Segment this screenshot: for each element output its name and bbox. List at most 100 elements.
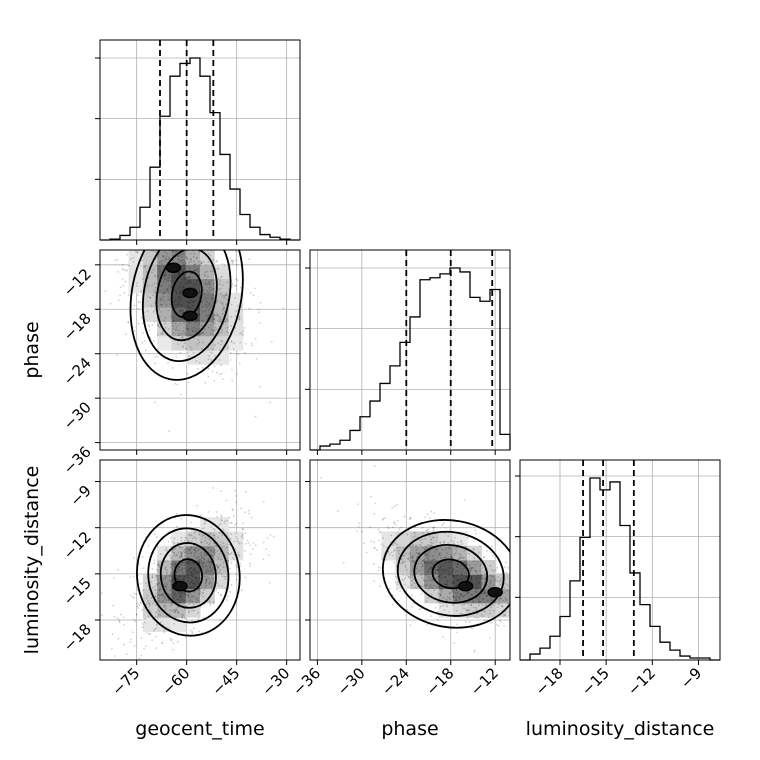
- joint-geocent-time-vs-luminosity-distance-sample-point: [180, 552, 183, 555]
- joint-geocent-time-vs-luminosity-distance-sample-point: [205, 578, 208, 581]
- joint-geocent-time-vs-luminosity-distance-sample-point: [190, 566, 193, 569]
- joint-phase-vs-luminosity-distance-sample-point: [396, 543, 399, 546]
- joint-geocent-time-vs-luminosity-distance-sample-point: [240, 542, 243, 545]
- joint-geocent-time-vs-luminosity-distance-sample-point: [198, 562, 200, 564]
- joint-phase-vs-luminosity-distance-sample-point: [478, 582, 481, 585]
- joint-geocent-time-vs-phase-sample-point: [195, 328, 198, 331]
- joint-geocent-time-vs-phase-sample-point: [208, 304, 211, 306]
- joint-geocent-time-vs-phase-sample-point: [136, 282, 139, 284]
- joint-geocent-time-vs-luminosity-distance-sample-point: [181, 561, 184, 564]
- joint-geocent-time-vs-luminosity-distance-sample-point: [188, 600, 191, 602]
- joint-geocent-time-vs-luminosity-distance-sample-point: [200, 594, 203, 597]
- joint-phase-vs-luminosity-distance-sample-point: [465, 575, 468, 578]
- joint-geocent-time-vs-luminosity-distance-sample-point: [193, 590, 196, 593]
- joint-geocent-time-vs-luminosity-distance-sample-point: [169, 571, 172, 574]
- joint-phase-vs-luminosity-distance-sample-point: [467, 591, 470, 594]
- joint-geocent-time-vs-phase-sample-point: [197, 270, 200, 273]
- joint-geocent-time-vs-luminosity-distance-sample-point: [186, 588, 189, 591]
- joint-geocent-time-vs-phase-sample-point: [258, 322, 261, 324]
- joint-geocent-time-vs-phase-sample-point: [144, 266, 146, 269]
- joint-phase-vs-luminosity-distance-sample-point: [461, 573, 464, 576]
- joint-phase-vs-luminosity-distance-sample-point: [463, 602, 466, 605]
- joint-phase-vs-luminosity-distance-sample-point: [478, 598, 480, 601]
- joint-geocent-time-vs-phase-sample-point: [162, 254, 164, 257]
- joint-geocent-time-vs-phase-sample-point: [127, 294, 130, 297]
- joint-phase-vs-luminosity-distance-sample-point: [446, 580, 449, 583]
- joint-geocent-time-vs-phase-sample-point: [213, 288, 216, 291]
- joint-geocent-time-vs-phase-sample-point: [148, 325, 151, 328]
- joint-geocent-time-vs-luminosity-distance-sample-point: [169, 637, 172, 640]
- joint-geocent-time-vs-phase-density-cell: [171, 292, 187, 308]
- joint-phase-vs-luminosity-distance-mode-1: [487, 587, 503, 598]
- joint-phase-vs-luminosity-distance-sample-point: [479, 545, 482, 548]
- joint-geocent-time-vs-phase-sample-point: [168, 257, 171, 260]
- joint-geocent-time-vs-phase-sample-point: [171, 325, 174, 328]
- joint-geocent-time-vs-phase-sample-point: [180, 309, 183, 312]
- joint-geocent-time-vs-luminosity-distance-density-cell: [200, 588, 215, 604]
- joint-geocent-time-vs-phase-sample-point: [159, 299, 162, 302]
- joint-phase-vs-luminosity-distance-contour-level-3: [413, 544, 489, 604]
- joint-phase-vs-luminosity-distance-sample-point: [457, 596, 460, 599]
- joint-phase-vs-luminosity-distance-sample-point: [411, 594, 413, 597]
- joint-geocent-time-vs-luminosity-distance-sample-point: [190, 551, 193, 554]
- joint-geocent-time-vs-luminosity-distance-sample-point: [205, 553, 207, 556]
- joint-geocent-time-vs-luminosity-distance-sample-point: [187, 593, 190, 596]
- joint-phase-vs-luminosity-distance-sample-point: [480, 613, 483, 616]
- joint-phase-vs-luminosity-distance-sample-point: [382, 544, 385, 547]
- joint-geocent-time-vs-luminosity-distance-sample-point: [219, 618, 222, 621]
- joint-geocent-time-vs-luminosity-distance-sample-point: [188, 533, 190, 536]
- joint-geocent-time-vs-luminosity-distance-sample-point: [154, 604, 157, 606]
- joint-phase-vs-luminosity-distance-sample-point: [436, 548, 439, 551]
- joint-geocent-time-vs-luminosity-distance-sample-point: [148, 605, 151, 608]
- joint-geocent-time-vs-phase-sample-point: [202, 288, 205, 291]
- joint-geocent-time-vs-luminosity-distance-sample-point: [192, 581, 195, 584]
- joint-phase-vs-luminosity-distance-sample-point: [372, 563, 375, 566]
- joint-geocent-time-vs-luminosity-distance-sample-point: [200, 564, 203, 566]
- joint-geocent-time-vs-luminosity-distance-sample-point: [208, 538, 211, 540]
- joint-phase-vs-luminosity-distance-sample-point: [454, 592, 457, 594]
- joint-phase-vs-luminosity-distance-sample-point: [420, 565, 423, 568]
- joint-geocent-time-vs-luminosity-distance-sample-point: [172, 578, 175, 580]
- joint-geocent-time-vs-phase-sample-point: [234, 250, 237, 253]
- joint-geocent-time-vs-luminosity-distance-sample-point: [213, 548, 216, 551]
- joint-geocent-time-vs-phase-ytick-label: −18: [60, 309, 95, 344]
- joint-phase-vs-luminosity-distance-sample-point: [415, 544, 417, 547]
- joint-phase-vs-luminosity-distance-sample-point: [421, 576, 424, 579]
- joint-geocent-time-vs-luminosity-distance-sample-point: [214, 529, 216, 531]
- joint-geocent-time-vs-luminosity-distance-sample-point: [205, 570, 208, 573]
- joint-geocent-time-vs-luminosity-distance-sample-point: [213, 552, 216, 555]
- joint-geocent-time-vs-luminosity-distance-sample-point: [208, 577, 210, 580]
- joint-geocent-time-vs-luminosity-distance-sample-point: [180, 552, 183, 555]
- joint-geocent-time-vs-luminosity-distance-sample-point: [169, 573, 172, 576]
- joint-phase-vs-luminosity-distance-sample-point: [387, 527, 390, 530]
- joint-geocent-time-vs-phase-sample-point: [173, 276, 176, 278]
- joint-geocent-time-vs-luminosity-distance-sample-point: [122, 616, 125, 619]
- joint-geocent-time-vs-phase-sample-point: [259, 301, 262, 304]
- joint-geocent-time-vs-phase-sample-point: [167, 279, 170, 282]
- joint-geocent-time-vs-phase-sample-point: [235, 264, 238, 266]
- joint-phase-vs-luminosity-distance-sample-point: [449, 562, 451, 565]
- joint-phase-vs-luminosity-distance-sample-point: [431, 542, 434, 544]
- joint-geocent-time-vs-phase-sample-point: [167, 298, 170, 301]
- joint-phase-vs-luminosity-distance-sample-point: [442, 604, 444, 607]
- joint-geocent-time-vs-phase-sample-point: [193, 270, 196, 272]
- joint-geocent-time-vs-luminosity-distance-sample-point: [193, 531, 196, 534]
- joint-phase-vs-luminosity-distance-sample-point: [421, 532, 424, 534]
- joint-geocent-time-vs-phase-sample-point: [188, 276, 190, 279]
- joint-phase-vs-luminosity-distance-sample-point: [449, 585, 452, 588]
- joint-geocent-time-vs-phase-sample-point: [189, 276, 192, 279]
- joint-phase-vs-luminosity-distance-sample-point: [493, 570, 496, 572]
- joint-geocent-time-vs-luminosity-distance-sample-point: [251, 548, 254, 550]
- joint-geocent-time-vs-phase-sample-point: [188, 261, 190, 264]
- joint-geocent-time-vs-luminosity-distance-sample-point: [162, 593, 164, 596]
- joint-phase-vs-luminosity-distance-sample-point: [363, 542, 365, 545]
- joint-geocent-time-vs-phase-sample-point: [195, 269, 197, 271]
- joint-phase-vs-luminosity-distance-sample-point: [475, 609, 478, 612]
- joint-phase-vs-luminosity-distance-sample-point: [451, 570, 454, 572]
- joint-geocent-time-vs-phase-sample-point: [178, 303, 181, 306]
- joint-phase-vs-luminosity-distance-sample-point: [444, 561, 447, 563]
- joint-geocent-time-vs-luminosity-distance-sample-point: [170, 557, 173, 560]
- joint-geocent-time-vs-luminosity-distance-sample-point: [175, 608, 178, 611]
- joint-geocent-time-vs-phase-sample-point: [239, 332, 242, 335]
- joint-geocent-time-vs-phase-sample-point: [236, 279, 239, 282]
